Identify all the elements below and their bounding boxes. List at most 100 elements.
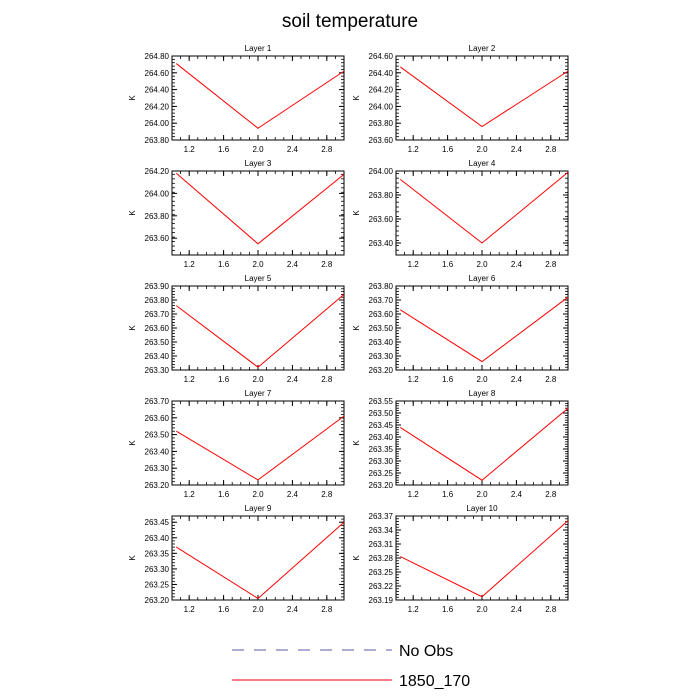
x-tick-label: 1.6 xyxy=(218,605,230,614)
y-tick-label: 263.80 xyxy=(369,282,394,291)
x-tick-label: 2.8 xyxy=(321,605,333,614)
plot-frame xyxy=(395,400,569,486)
x-tick-label: 1.6 xyxy=(218,145,230,154)
x-tick-label: 1.2 xyxy=(408,375,420,384)
y-axis-label: K xyxy=(352,440,361,446)
y-tick-label: 264.40 xyxy=(369,69,394,78)
y-tick-label: 263.34 xyxy=(369,526,394,535)
series-line xyxy=(175,294,345,368)
x-tick-label: 2.8 xyxy=(321,375,333,384)
y-tick-label: 264.80 xyxy=(145,52,170,61)
y-tick-label: 263.60 xyxy=(369,215,394,224)
y-tick-label: 263.20 xyxy=(145,481,170,490)
y-tick-label: 263.30 xyxy=(369,352,394,361)
x-tick-label: 1.6 xyxy=(442,260,454,269)
y-tick-label: 263.25 xyxy=(369,568,394,577)
x-tick-label: 2.8 xyxy=(545,375,557,384)
y-axis-label: K xyxy=(352,95,361,101)
x-tick-label: 2.4 xyxy=(287,490,299,499)
x-tick-label: 2.0 xyxy=(476,605,488,614)
y-tick-label: 263.30 xyxy=(145,565,170,574)
y-tick-label: 263.20 xyxy=(145,596,170,605)
series-line xyxy=(399,171,569,244)
y-axis-label: K xyxy=(128,555,137,561)
x-tick-label: 2.0 xyxy=(252,490,264,499)
y-tick-label: 263.31 xyxy=(369,540,394,549)
series-line xyxy=(176,415,345,481)
panel-title: Layer 3 xyxy=(245,159,272,168)
panel-title: Layer 9 xyxy=(245,504,272,513)
panel-layer-6: Layer 6 K 1.2 1.6 2.0 2.4 2.8 263.20 263.30 263.4… xyxy=(352,274,569,384)
y-tick-label: 263.30 xyxy=(369,457,394,466)
x-tick-label: 1.6 xyxy=(218,260,230,269)
series-line xyxy=(176,521,345,600)
x-tick-label: 1.6 xyxy=(442,490,454,499)
y-tick-label: 263.30 xyxy=(145,464,170,473)
x-tick-label: 1.2 xyxy=(184,145,196,154)
x-tick-label: 1.2 xyxy=(408,260,420,269)
series-line xyxy=(175,63,345,129)
y-tick-label: 264.00 xyxy=(369,102,394,111)
panel-layer-1: Layer 1 K 1.2 1.6 2.0 2.4 2.8 263.80 264.00 264.2… xyxy=(128,44,345,154)
x-tick-label: 2.0 xyxy=(252,605,264,614)
y-tick-label: 263.40 xyxy=(145,352,170,361)
y-tick-label: 263.80 xyxy=(369,191,394,200)
plot-frame xyxy=(171,55,345,141)
y-tick-label: 263.50 xyxy=(145,338,170,347)
panel-title: Layer 1 xyxy=(245,44,272,53)
y-tick-label: 264.60 xyxy=(145,69,170,78)
series-line xyxy=(175,172,345,245)
x-tick-label: 2.8 xyxy=(545,490,557,499)
plot-frame xyxy=(171,515,345,601)
y-tick-label: 263.55 xyxy=(369,397,394,406)
y-tick-label: 264.40 xyxy=(145,86,170,95)
y-tick-label: 263.70 xyxy=(145,310,170,319)
y-tick-label: 263.20 xyxy=(369,481,394,490)
panel-layer-2: Layer 2 K 1.2 1.6 2.0 2.4 2.8 263.60 263.80 264.0… xyxy=(352,44,569,154)
x-tick-label: 2.4 xyxy=(511,490,523,499)
y-tick-label: 264.60 xyxy=(369,52,394,61)
y-tick-label: 263.50 xyxy=(369,409,394,418)
panel-title: Layer 2 xyxy=(469,44,496,53)
y-tick-label: 263.50 xyxy=(145,431,170,440)
panel-title: Layer 6 xyxy=(469,274,496,283)
x-tick-label: 2.8 xyxy=(321,260,333,269)
x-tick-label: 1.6 xyxy=(442,375,454,384)
x-tick-label: 2.8 xyxy=(545,605,557,614)
figure-title: soil temperature xyxy=(282,11,418,32)
y-tick-label: 264.00 xyxy=(369,167,394,176)
y-tick-label: 264.20 xyxy=(145,102,170,111)
plot-frame xyxy=(171,285,345,371)
x-tick-label: 2.0 xyxy=(252,375,264,384)
panel-title: Layer 4 xyxy=(469,159,496,168)
legend-label-no-obs: No Obs xyxy=(399,643,453,660)
x-tick-label: 2.0 xyxy=(252,260,264,269)
y-tick-label: 263.80 xyxy=(369,119,394,128)
x-tick-label: 1.2 xyxy=(184,260,196,269)
x-tick-label: 1.2 xyxy=(408,490,420,499)
y-tick-label: 263.20 xyxy=(369,366,394,375)
panel-title: Layer 10 xyxy=(466,504,498,513)
legend-label-1850-170: 1850_170 xyxy=(399,673,470,690)
y-tick-label: 263.40 xyxy=(145,534,170,543)
x-tick-label: 2.0 xyxy=(476,490,488,499)
series-line xyxy=(400,66,569,128)
x-tick-label: 2.0 xyxy=(476,260,488,269)
y-tick-label: 263.19 xyxy=(369,596,394,605)
y-tick-label: 264.20 xyxy=(145,167,170,176)
x-tick-label: 2.4 xyxy=(287,260,299,269)
y-tick-label: 263.30 xyxy=(145,366,170,375)
y-axis-label: K xyxy=(352,210,361,216)
y-axis-label: K xyxy=(128,95,137,101)
y-tick-label: 263.80 xyxy=(145,296,170,305)
x-tick-label: 2.8 xyxy=(545,260,557,269)
x-tick-label: 1.6 xyxy=(218,375,230,384)
x-tick-label: 2.4 xyxy=(287,605,299,614)
x-tick-label: 2.8 xyxy=(321,490,333,499)
y-tick-label: 264.20 xyxy=(369,86,394,95)
y-tick-label: 263.70 xyxy=(369,296,394,305)
y-tick-label: 263.37 xyxy=(369,512,394,521)
y-tick-label: 263.40 xyxy=(145,447,170,456)
y-tick-label: 263.25 xyxy=(369,469,394,478)
y-axis-label: K xyxy=(128,210,137,216)
